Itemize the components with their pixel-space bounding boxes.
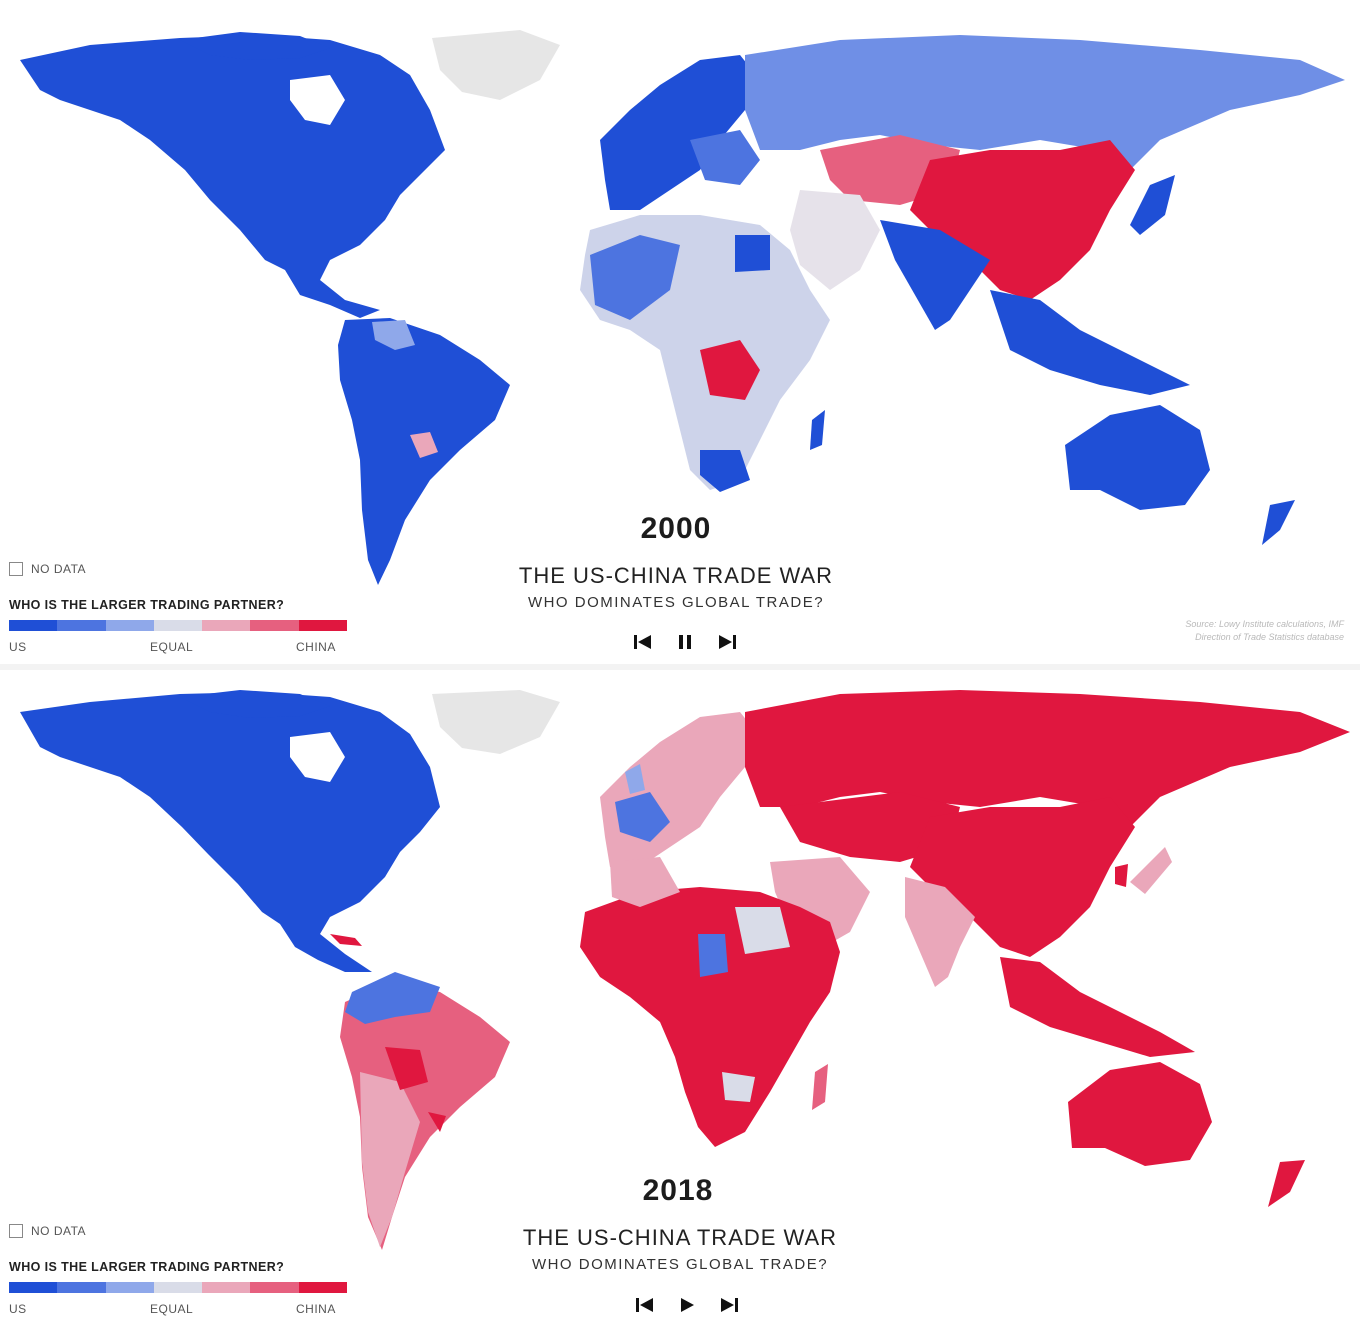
source-line-1: Source: Lowy Institute calculations, IMF — [1185, 619, 1344, 629]
no-data-key: NO DATA — [9, 562, 86, 576]
japan-region — [1130, 847, 1172, 894]
madagascar-region — [812, 1064, 828, 1110]
madagascar-region — [810, 410, 825, 450]
legend-label-china: CHINA — [296, 1302, 336, 1316]
legend-label-equal: EQUAL — [150, 640, 194, 654]
panel-divider — [0, 664, 1360, 670]
nigeria-region — [698, 934, 728, 977]
central-africa-light-region — [735, 907, 790, 954]
skip-back-icon[interactable] — [633, 633, 653, 651]
skip-forward-icon[interactable] — [719, 1296, 739, 1314]
southeast-asia-region — [1000, 957, 1195, 1057]
legend-swatch-equal — [153, 1282, 203, 1293]
legend-swatch-china-strong — [298, 620, 347, 631]
skip-back-icon[interactable] — [635, 1296, 655, 1314]
india-region — [880, 220, 990, 330]
legend-color-scale — [9, 620, 347, 631]
pause-icon[interactable] — [675, 633, 695, 651]
new-zealand-region — [1268, 1160, 1305, 1207]
middle-east-region — [790, 190, 880, 290]
arctic-islands-region — [180, 32, 330, 60]
legend-swatch-china-light — [202, 620, 251, 631]
year-label: 2018 — [642, 1174, 714, 1207]
arctic-islands-region — [180, 690, 330, 718]
uruguay-region — [428, 1112, 446, 1132]
paraguay-region — [410, 432, 438, 458]
legend-label-us: US — [9, 1302, 27, 1316]
map-title: THE US-CHINA TRADE WAR — [522, 1225, 838, 1250]
skip-forward-icon[interactable] — [717, 633, 737, 651]
legend-swatch-us-light — [105, 620, 154, 631]
congo-region — [700, 340, 760, 400]
source-line-2: Direction of Trade Statistics database — [1195, 632, 1344, 642]
map-subtitle: WHO DOMINATES GLOBAL TRADE? — [531, 1256, 829, 1273]
greenland-region — [432, 30, 560, 100]
eastern-europe-region — [690, 130, 760, 185]
source-note: Source: Lowy Institute calculations, IMF… — [1010, 618, 1344, 644]
new-zealand-region — [1262, 500, 1295, 545]
world-map-2000 — [20, 30, 1345, 585]
korea-region — [1115, 864, 1128, 887]
legend-question: WHO IS THE LARGER TRADING PARTNER? — [9, 598, 285, 612]
north-africa-light-region — [610, 857, 680, 907]
uk-region — [625, 764, 645, 794]
india-region — [905, 877, 975, 987]
legend-swatch-china-mid — [250, 620, 299, 631]
china-region — [910, 140, 1135, 300]
legend-swatch-us-strong — [9, 620, 58, 631]
legend-swatch-us-light — [105, 1282, 154, 1293]
caribbean-china-region — [330, 934, 362, 946]
map-panel-2018: 2018 THE US-CHINA TRADE WAR WHO DOMINATE… — [0, 672, 1360, 1332]
no-data-swatch — [9, 562, 23, 576]
map-title: THE US-CHINA TRADE WAR — [518, 563, 834, 588]
australia-region — [1068, 1062, 1212, 1166]
central-asia-region — [780, 792, 960, 862]
no-data-label: NO DATA — [31, 1224, 87, 1238]
year-label: 2000 — [640, 512, 712, 545]
colombia-venezuela-region — [345, 972, 440, 1024]
hudson-bay-water — [290, 75, 345, 125]
greenland-region — [432, 690, 560, 754]
hudson-bay-water — [290, 732, 345, 782]
west-africa-region — [590, 235, 680, 320]
playback-controls — [633, 633, 737, 651]
chile-argentina-region — [360, 1072, 420, 1247]
legend-label-us: US — [9, 640, 27, 654]
north-america-region — [20, 692, 440, 972]
legend-swatch-china-strong — [298, 1282, 347, 1293]
europe-region — [600, 712, 760, 867]
legend-swatch-us-strong — [9, 1282, 58, 1293]
no-data-label: NO DATA — [31, 562, 87, 576]
legend-swatch-china-light — [202, 1282, 251, 1293]
map-panel-2000: 2000 THE US-CHINA TRADE WAR WHO DOMINATE… — [0, 0, 1360, 660]
australia-region — [1065, 405, 1210, 510]
north-america-region — [20, 35, 445, 318]
play-icon[interactable] — [677, 1296, 697, 1314]
western-europe-blue-region — [615, 792, 670, 842]
no-data-key: NO DATA — [9, 1224, 86, 1238]
southern-africa-light-region — [722, 1072, 755, 1102]
map-subtitle: WHO DOMINATES GLOBAL TRADE? — [527, 594, 825, 611]
north-africa-blue-region — [735, 235, 770, 272]
south-america-light-region — [372, 320, 415, 350]
legend-color-scale — [9, 1282, 347, 1293]
japan-region — [1130, 175, 1175, 235]
southern-africa-region — [700, 450, 750, 492]
world-map-2018 — [20, 690, 1350, 1250]
playback-controls — [635, 1296, 739, 1314]
legend-swatch-us-mid — [57, 1282, 106, 1293]
africa-region — [580, 887, 840, 1147]
legend-label-china: CHINA — [296, 640, 336, 654]
legend-swatch-china-mid — [250, 1282, 299, 1293]
legend-question: WHO IS THE LARGER TRADING PARTNER? — [9, 1260, 285, 1274]
no-data-swatch — [9, 1224, 23, 1238]
europe-region — [600, 55, 760, 210]
southeast-asia-region — [990, 290, 1190, 395]
legend-swatch-us-mid — [57, 620, 106, 631]
bolivia-region — [385, 1047, 428, 1090]
legend-swatch-equal — [153, 620, 203, 631]
legend-label-equal: EQUAL — [150, 1302, 194, 1316]
china-region — [910, 797, 1135, 957]
